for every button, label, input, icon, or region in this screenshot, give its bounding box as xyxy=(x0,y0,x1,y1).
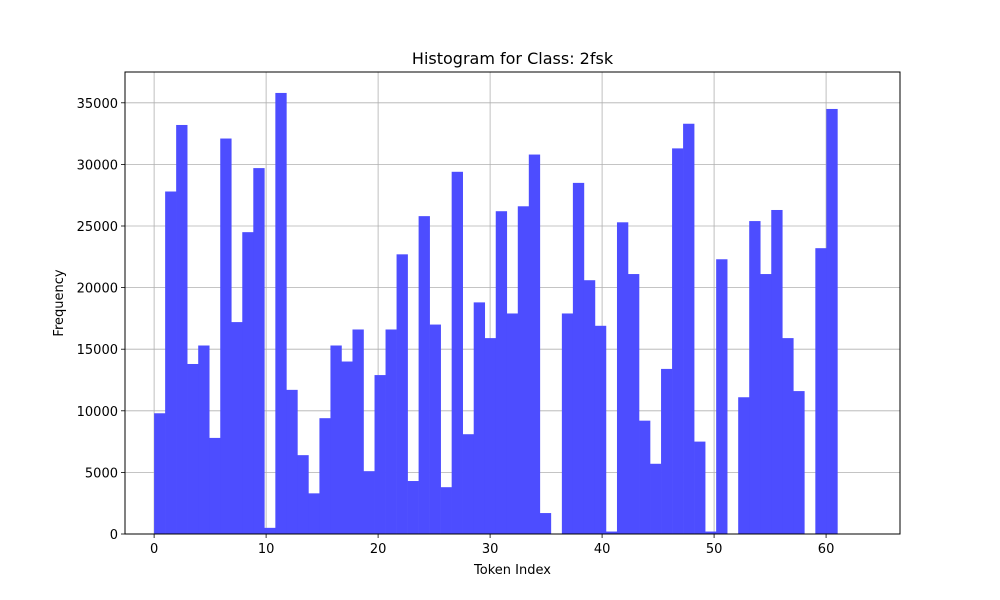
histogram-bar xyxy=(627,274,640,534)
y-axis-label: Frequency xyxy=(52,269,67,336)
y-tick-label: 15000 xyxy=(77,343,118,358)
histogram-bar xyxy=(385,329,397,534)
histogram-bar xyxy=(231,322,243,534)
histogram-bar xyxy=(694,441,706,534)
histogram-bar xyxy=(275,92,287,534)
histogram-bar xyxy=(826,108,838,535)
histogram-bar xyxy=(308,493,320,534)
ticks-layer: 0 10 20 30 40 50 60 0 5000 10000 15000 20000 25000 30… xyxy=(77,97,835,557)
histogram-bar xyxy=(286,389,298,534)
histogram-bar xyxy=(407,481,419,534)
y-tick-label: 0 xyxy=(110,528,118,543)
histogram-bar xyxy=(661,368,673,534)
histogram-bar xyxy=(341,361,353,534)
histogram-bar xyxy=(330,345,342,534)
histogram-bar xyxy=(220,138,232,534)
histogram-bar xyxy=(198,345,210,534)
histogram-bar xyxy=(253,168,265,534)
histogram-bar xyxy=(605,531,618,534)
histogram-bar xyxy=(209,437,221,534)
y-tick-label: 35000 xyxy=(77,97,118,112)
bars-layer xyxy=(154,92,838,535)
histogram-bar xyxy=(187,363,199,534)
histogram-bar xyxy=(363,471,375,534)
y-tick-label: 25000 xyxy=(77,220,118,235)
histogram-bar xyxy=(242,232,254,534)
histogram-bar xyxy=(616,222,629,534)
histogram-bar xyxy=(572,182,585,534)
histogram-bar xyxy=(352,329,364,534)
x-tick-label: 20 xyxy=(370,542,387,557)
histogram-bar xyxy=(165,191,177,534)
histogram-bar xyxy=(683,123,695,534)
x-axis-label: Token Index xyxy=(473,563,551,578)
histogram-bar xyxy=(154,413,166,534)
histogram-bar xyxy=(484,338,497,534)
histogram-bar xyxy=(583,280,596,534)
y-tick-label: 10000 xyxy=(77,405,118,420)
histogram-bar xyxy=(451,171,463,535)
histogram-bar xyxy=(506,313,519,534)
x-tick-label: 40 xyxy=(594,542,611,557)
plot-frame xyxy=(124,71,901,535)
histogram-bar xyxy=(429,324,441,534)
histogram-bar xyxy=(639,420,651,534)
histogram-bar xyxy=(705,531,717,534)
histogram-bar xyxy=(462,434,475,534)
histogram-bar xyxy=(528,154,541,534)
x-tick-label: 50 xyxy=(706,542,723,557)
histogram-bar xyxy=(561,313,574,534)
histogram-bar xyxy=(396,254,408,534)
x-tick-label: 0 xyxy=(150,542,158,557)
histogram-bar xyxy=(473,302,486,534)
y-tick-label: 5000 xyxy=(85,466,118,481)
histogram-bar xyxy=(738,397,750,534)
chart-title: Histogram for Class: 2fsk xyxy=(412,49,614,68)
histogram-bar xyxy=(815,248,827,534)
histogram-bar xyxy=(176,124,188,534)
histogram-bar xyxy=(297,455,309,534)
histogram-bar xyxy=(495,211,508,534)
histogram-bar xyxy=(782,338,794,534)
histogram-bar xyxy=(760,274,772,534)
histogram-bar xyxy=(771,209,783,534)
histogram-bar xyxy=(650,463,662,534)
histogram-bar xyxy=(793,391,805,534)
y-tick-label: 30000 xyxy=(77,158,118,173)
histogram-bar xyxy=(716,259,728,534)
histogram-bar xyxy=(672,148,684,534)
x-tick-label: 60 xyxy=(818,542,835,557)
histogram-bar xyxy=(319,418,331,534)
histogram-bar xyxy=(749,221,761,534)
histogram-bar xyxy=(264,527,276,534)
histogram-bar xyxy=(440,487,452,534)
histogram-bar xyxy=(517,206,530,534)
histogram-bar xyxy=(539,513,552,534)
histogram-bar xyxy=(594,325,607,534)
x-tick-label: 10 xyxy=(258,542,275,557)
y-tick-label: 20000 xyxy=(77,282,118,297)
histogram-bar xyxy=(418,216,430,535)
histogram-bar xyxy=(374,375,386,534)
x-tick-label: 30 xyxy=(482,542,499,557)
